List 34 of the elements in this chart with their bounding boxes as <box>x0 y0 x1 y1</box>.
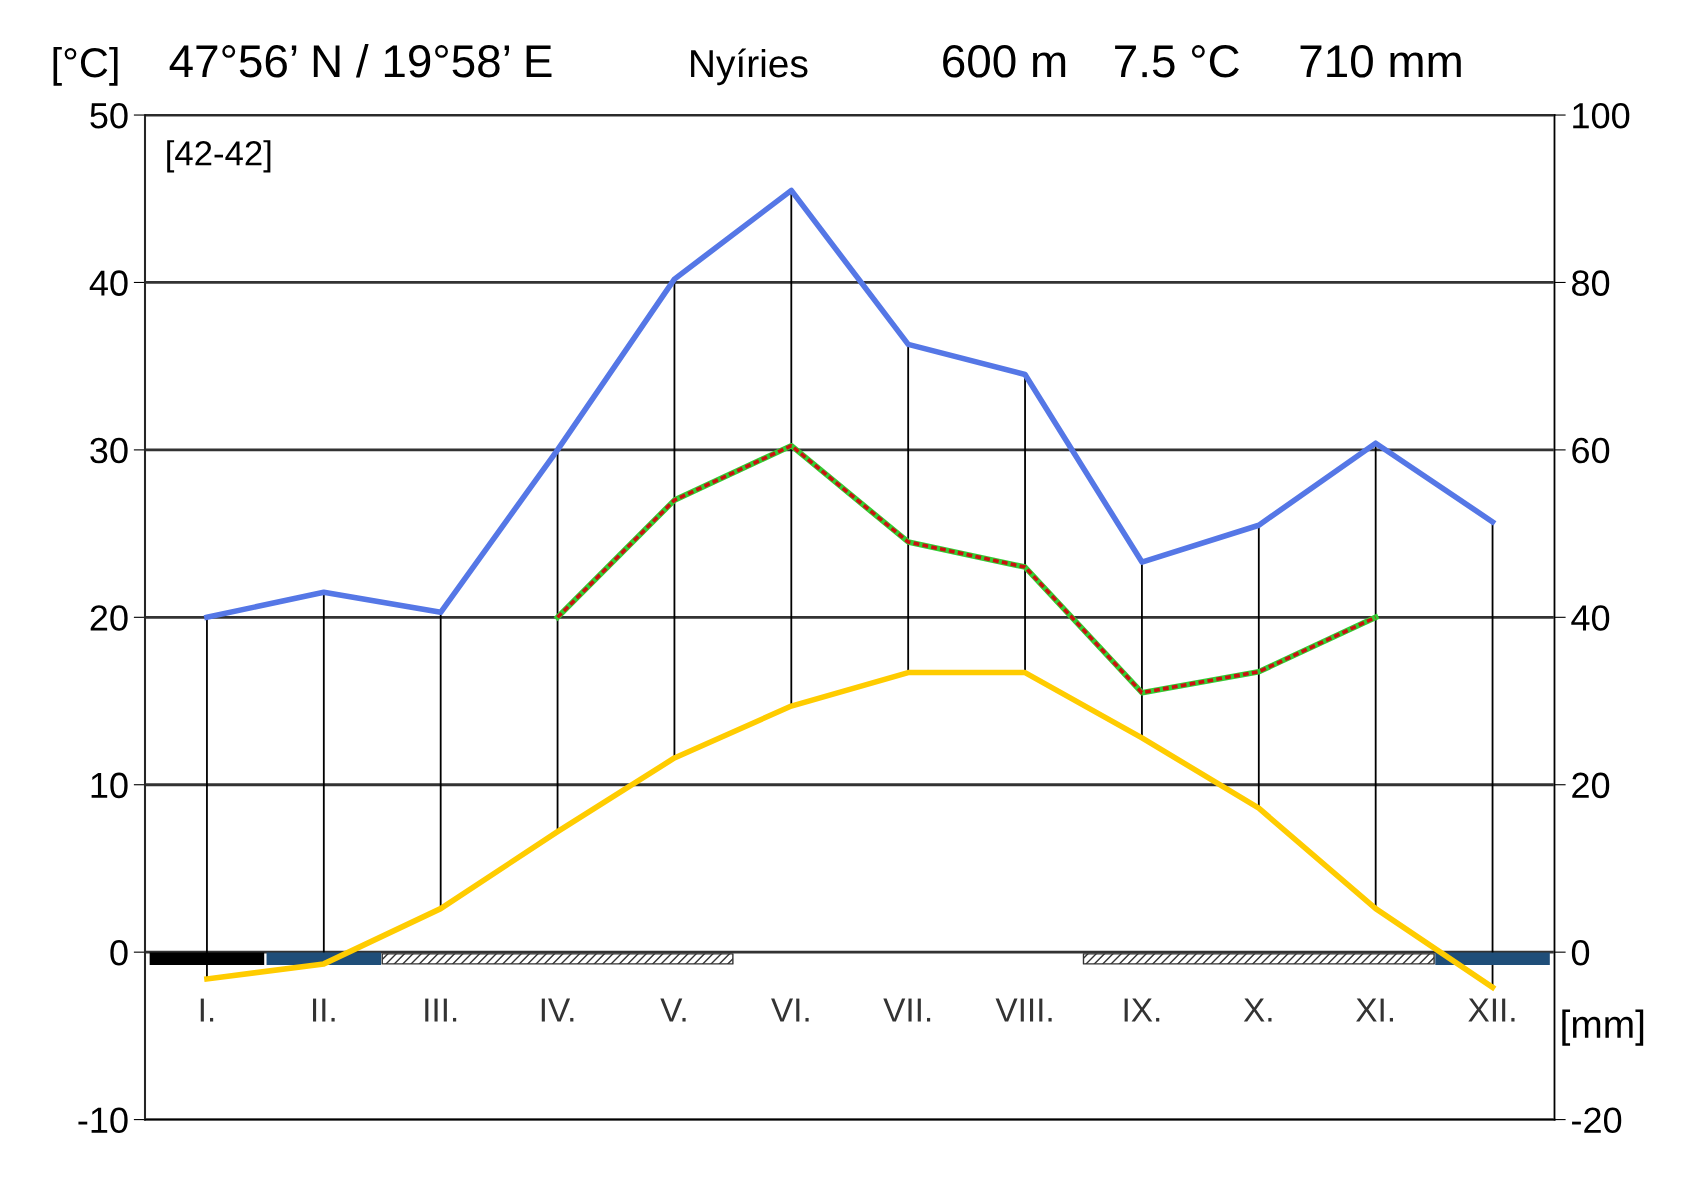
y2-tick-label: 80 <box>1572 270 1610 296</box>
annotation: [42-42] <box>167 140 271 173</box>
text: 7.5 °C <box>1115 45 1239 78</box>
x-tick-label: XII. <box>1468 998 1515 1022</box>
y-tick-label: -10 <box>78 1107 128 1134</box>
text: 47°56’ N / 19°58’ E <box>169 43 552 78</box>
text: 710 mm <box>1300 45 1461 78</box>
y2-tick-label: 20 <box>1572 772 1610 799</box>
x-tick-label: I. <box>200 998 214 1022</box>
y2-tick-label: 0 <box>1571 940 1590 966</box>
y2-tick-label: 40 <box>1571 605 1610 631</box>
y2-tick-label: 100 <box>1573 102 1630 129</box>
y-tick-label: 0 <box>110 940 128 966</box>
y-tick-label: 10 <box>91 772 128 799</box>
x-tick-label: VI. <box>771 998 809 1022</box>
x-tick-label: VII. <box>883 998 931 1022</box>
x-tick-label: XI. <box>1356 998 1394 1022</box>
y-tick-label: 40 <box>89 270 128 296</box>
x-tick-label: IX. <box>1124 998 1160 1022</box>
x-tick-label: II. <box>313 998 335 1022</box>
y-tick-label: 30 <box>90 437 128 464</box>
y2-axis-title: [mm] <box>1562 1009 1644 1046</box>
x-tick-label: X. <box>1243 998 1272 1022</box>
y-axis-title: [°C] <box>53 46 118 86</box>
y-tick-label: 50 <box>90 102 128 129</box>
x-tick-label: IV. <box>541 998 574 1022</box>
text: Nyíries <box>691 48 808 86</box>
x-tick-label: III. <box>425 998 457 1022</box>
x-tick-label: V. <box>660 998 686 1022</box>
x-tick-label: VIII. <box>995 998 1052 1022</box>
y-tick-label: 20 <box>90 605 128 631</box>
y2-tick-label: -20 <box>1572 1107 1622 1134</box>
y2-tick-label: 60 <box>1572 437 1610 464</box>
text: 600 m <box>943 45 1066 78</box>
